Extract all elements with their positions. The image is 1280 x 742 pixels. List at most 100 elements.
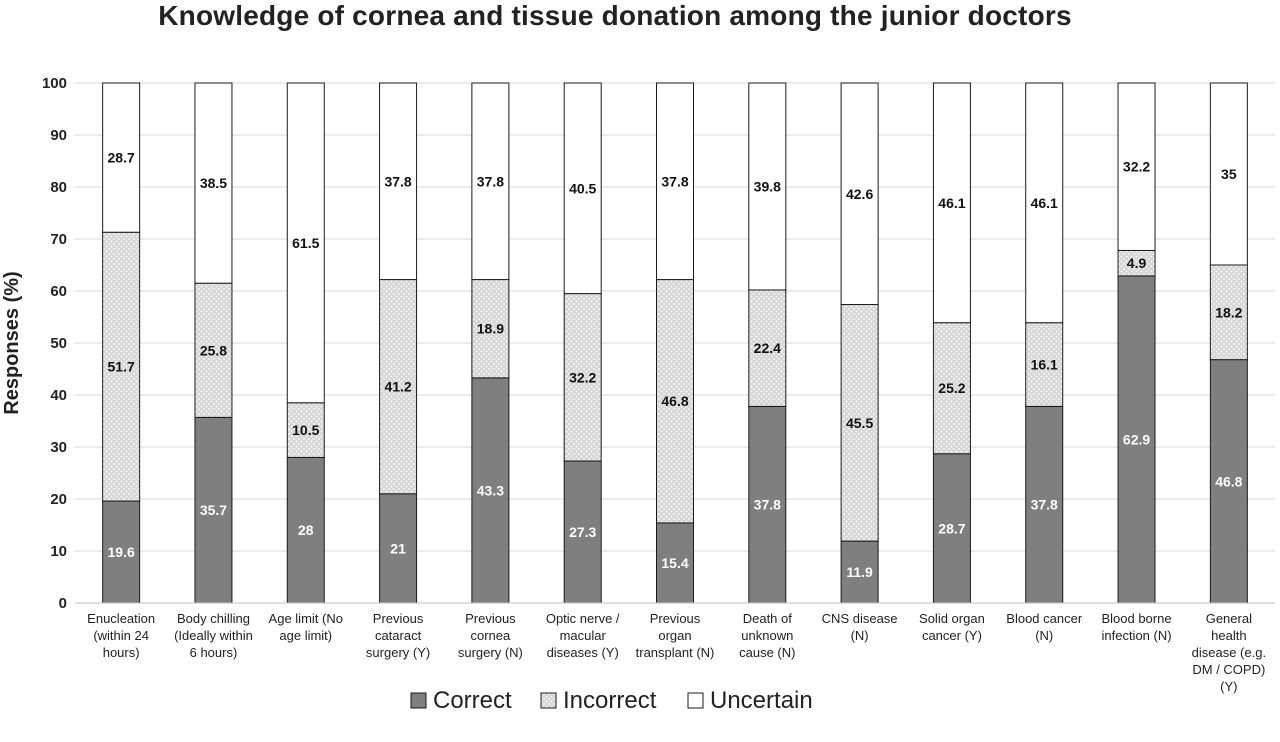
y-axis-label: Responses (%) <box>1 271 23 414</box>
data-label: 10.5 <box>292 422 319 438</box>
data-label: 39.8 <box>754 178 781 194</box>
chart-title: Knowledge of cornea and tissue donation … <box>158 0 1072 31</box>
x-category-label: Blood cancer (N) <box>1006 611 1083 643</box>
data-label: 22.4 <box>754 340 781 356</box>
x-category-label: Solid organ cancer (Y) <box>919 611 985 643</box>
y-tick-label: 60 <box>50 283 67 300</box>
x-category-label: Age limit (No age limit) <box>269 611 343 643</box>
bar-segment-incorrect <box>932 322 971 455</box>
data-label: 32.2 <box>569 369 596 385</box>
y-tick-label: 50 <box>50 335 67 352</box>
data-label: 35 <box>1221 166 1237 182</box>
data-label: 42.6 <box>846 186 873 202</box>
bar-segment-incorrect <box>286 402 325 458</box>
data-label: 16.1 <box>1031 357 1058 373</box>
data-label: 35.7 <box>200 502 227 518</box>
bar-segment-uncertain <box>286 82 325 404</box>
bar-segment-correct <box>102 500 141 604</box>
bar-segment-correct <box>748 405 787 604</box>
x-category-label: Enucleation (within 24 hours) <box>87 611 155 660</box>
legend-label: Incorrect <box>563 687 657 714</box>
bar-segment-incorrect <box>194 282 233 418</box>
bar-segment-incorrect <box>1117 249 1156 277</box>
y-tick-label: 0 <box>59 595 67 612</box>
data-label: 41.2 <box>384 379 411 395</box>
data-label: 25.8 <box>200 342 227 358</box>
bar-segment-uncertain <box>840 82 879 306</box>
data-label: 43.3 <box>477 482 504 498</box>
bar-segment-incorrect <box>1025 322 1064 407</box>
data-label: 11.9 <box>846 564 873 580</box>
x-category-label: Previous cornea surgery (N) <box>458 611 523 660</box>
y-tick-label: 20 <box>50 491 67 508</box>
bar-segment-uncertain <box>656 82 694 281</box>
bar-segment-correct <box>840 540 879 604</box>
data-label: 21 <box>390 540 406 556</box>
legend-label: Correct <box>433 687 512 714</box>
data-label: 51.7 <box>108 359 135 375</box>
bar-segment-uncertain <box>1209 82 1248 266</box>
y-tick-label: 80 <box>50 179 67 196</box>
data-label: 37.8 <box>384 173 411 189</box>
data-label: 37.8 <box>754 497 781 513</box>
data-label: 62.9 <box>1123 431 1150 447</box>
legend-swatch-correct <box>410 692 427 709</box>
bar-segment-uncertain <box>194 82 233 284</box>
data-label: 28.7 <box>938 520 965 536</box>
bar-segment-uncertain <box>379 82 418 281</box>
bar-segment-correct <box>563 460 602 604</box>
x-category-label: Previous cataract surgery (Y) <box>366 611 430 660</box>
bar-segment-incorrect <box>471 279 510 379</box>
bar-segment-uncertain <box>102 82 141 233</box>
data-label: 15.4 <box>661 555 688 571</box>
bar-segment-incorrect <box>840 304 879 542</box>
y-tick-label: 100 <box>42 75 67 92</box>
legend-swatch-incorrect <box>540 692 557 709</box>
data-label: 19.6 <box>108 544 135 560</box>
legend-label: Uncertain <box>710 687 813 714</box>
data-label: 40.5 <box>569 180 596 196</box>
data-label: 45.5 <box>846 415 873 431</box>
data-label: 46.8 <box>1215 473 1242 489</box>
bar-segment-incorrect <box>656 279 694 524</box>
bar-segment-correct <box>1117 275 1156 604</box>
bar-segment-correct <box>1209 359 1248 604</box>
bar-segment-uncertain <box>563 82 602 295</box>
bar-segment-uncertain <box>471 82 510 281</box>
x-category-label: CNS disease (N) <box>822 611 898 643</box>
bar-segment-incorrect <box>748 289 787 407</box>
x-category-label: Optic nerve / macular diseases (Y) <box>546 611 620 660</box>
data-label: 46.1 <box>1031 195 1058 211</box>
data-label: 27.3 <box>569 524 596 540</box>
data-label: 18.2 <box>1215 304 1242 320</box>
bar-segment-incorrect <box>102 231 141 502</box>
bar-segment-incorrect <box>563 293 602 462</box>
bar-segment-uncertain <box>748 82 787 291</box>
bar-segment-correct <box>286 456 325 604</box>
data-label: 4.9 <box>1127 255 1147 271</box>
data-label: 38.5 <box>200 175 227 191</box>
data-label: 46.8 <box>661 393 688 409</box>
data-label: 25.2 <box>938 380 965 396</box>
data-label: 61.5 <box>292 235 319 251</box>
y-tick-label: 30 <box>50 439 67 456</box>
x-category-label: General health disease (e.g. DM / COPD) (Y) <box>1192 611 1266 694</box>
bar-segment-incorrect <box>1209 264 1248 361</box>
x-category-label: Blood borne infection (N) <box>1101 611 1171 643</box>
bar-segment-correct <box>471 377 510 604</box>
data-label: 37.8 <box>1031 497 1058 513</box>
y-tick-label: 70 <box>50 231 67 248</box>
y-tick-label: 40 <box>50 387 67 404</box>
bar-segment-uncertain <box>1117 82 1156 251</box>
x-category-label: Body chilling (Ideally within 6 hours) <box>174 611 253 660</box>
x-category-label: Death of unknown cause (N) <box>739 611 795 660</box>
x-category-label: Previous organ transplant (N) <box>636 611 715 660</box>
bar-segment-uncertain <box>932 82 971 324</box>
data-label: 28.7 <box>108 150 135 166</box>
data-label: 28 <box>298 522 314 538</box>
data-label: 18.9 <box>477 321 504 337</box>
legend-swatch-uncertain <box>687 692 704 709</box>
data-label: 32.2 <box>1123 159 1150 175</box>
data-label: 46.1 <box>938 195 965 211</box>
